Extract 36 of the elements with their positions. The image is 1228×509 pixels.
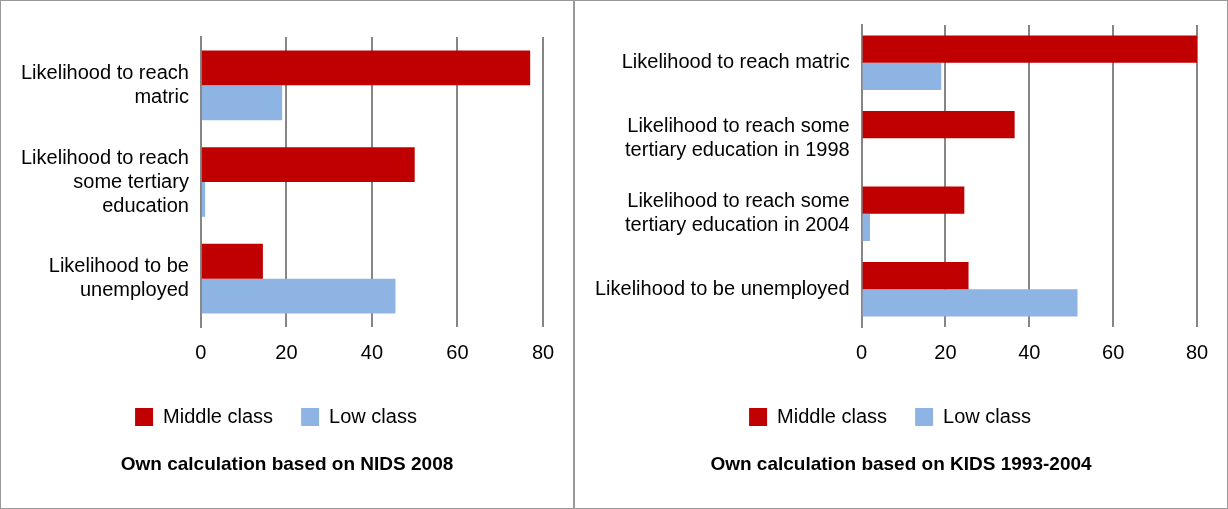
y-tick-label: Likelihood to reach some tertiary education in 2004 <box>625 189 850 236</box>
text: Own calculation based on KIDS 1993-2004 <box>709 453 1093 475</box>
bar <box>862 35 1197 63</box>
bar <box>201 182 206 217</box>
bar <box>862 111 1015 139</box>
bar <box>201 278 396 314</box>
bar <box>201 50 531 86</box>
bar <box>862 262 969 290</box>
y-tick-label: Likelihood to be unemployed <box>48 254 189 301</box>
text: Own calculation based on NIDS 2008 <box>119 453 455 475</box>
legend-label: Low class <box>943 404 1031 427</box>
y-tick-label: Likelihood to be unemployed <box>594 276 850 299</box>
bar <box>201 85 283 121</box>
y-tick-label: Likelihood to reach matric <box>21 60 189 107</box>
bar <box>862 186 965 214</box>
x-tick-label: 40 <box>1018 340 1041 363</box>
y-tick-label: Likelihood to reach some tertiary education in 1998 <box>625 113 850 160</box>
x-tick-label: 80 <box>531 340 555 363</box>
x-tick-label: 0 <box>856 340 868 363</box>
x-tick-label: 20 <box>934 340 957 363</box>
y-tick-label: Likelihood to reach some tertiary education <box>21 145 189 216</box>
legend-label: Middle class <box>777 404 888 427</box>
x-tick-label: 20 <box>275 340 298 363</box>
bar <box>862 213 871 241</box>
x-tick-label: 60 <box>446 340 469 363</box>
bar <box>201 243 263 279</box>
x-tick-label: 0 <box>195 340 207 363</box>
legend-label: Middle class <box>163 404 274 427</box>
legend-label: Low class <box>329 404 417 427</box>
bar <box>201 147 415 182</box>
bar <box>862 62 942 90</box>
bar <box>862 289 1078 317</box>
y-tick-label: Likelihood to reach matric <box>621 50 850 73</box>
x-tick-label: 80 <box>1185 340 1209 363</box>
x-tick-label: 60 <box>1102 340 1125 363</box>
x-tick-label: 40 <box>360 340 384 363</box>
